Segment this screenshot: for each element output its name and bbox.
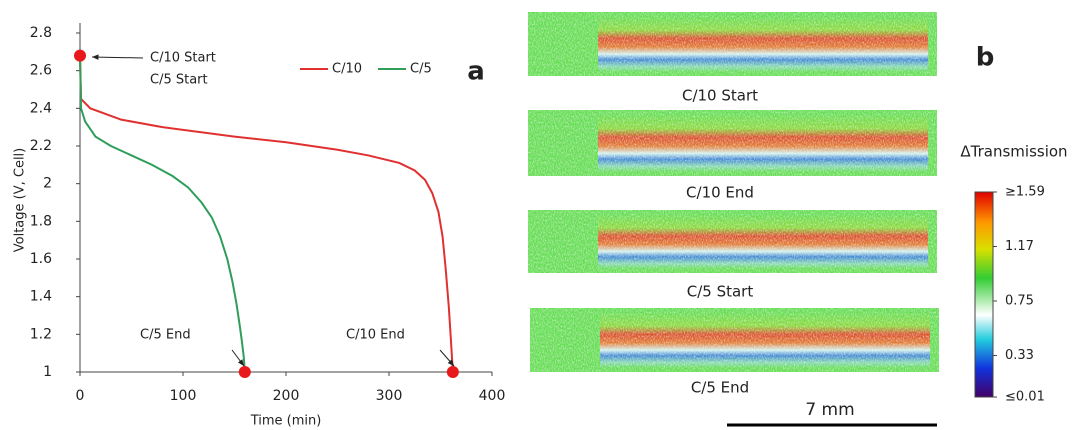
image-noise <box>528 110 937 176</box>
marker <box>238 366 251 378</box>
annotation-arrow <box>91 56 144 59</box>
x-tick-label: 100 <box>170 388 197 404</box>
y-tick-label: 1.6 <box>30 251 52 267</box>
x-tick-label: 300 <box>376 388 403 404</box>
image-noise <box>528 12 937 76</box>
line <box>79 55 454 373</box>
panel-label: b <box>976 43 995 73</box>
x-tick-label: 400 <box>479 388 506 404</box>
colorbar-tick-label: 0.75 <box>1005 293 1034 308</box>
annotation: C/5 End <box>140 328 191 343</box>
marker <box>74 49 86 62</box>
image-caption: C/10 End <box>686 184 754 202</box>
x-axis-label: Time (min) <box>250 414 322 429</box>
y-axis-label: Voltage (V, Cell) <box>13 148 28 253</box>
x-tick-label: 0 <box>76 388 85 404</box>
image-noise <box>530 308 939 372</box>
y-tick-label: 1.2 <box>30 326 52 342</box>
annotation-arrowhead <box>447 359 454 366</box>
y-tick-label: 2.2 <box>30 138 52 154</box>
colorbar-title: ΔTransmission <box>960 143 1067 161</box>
image-noise <box>528 210 937 273</box>
annotation-arrowhead <box>237 359 244 366</box>
y-tick-label: 2 <box>43 176 52 192</box>
y-tick-label: 2.6 <box>30 63 52 79</box>
scale-bar-label: 7 mm <box>805 400 854 420</box>
line <box>79 55 246 373</box>
annotation: C/10 End <box>346 328 405 343</box>
legend-label: C/5 <box>410 62 432 77</box>
x-tick-label: 200 <box>273 388 300 404</box>
annotation-arrowhead <box>92 54 99 60</box>
y-tick-label: 1.4 <box>30 289 52 305</box>
image-caption: C/5 End <box>691 379 749 397</box>
image-caption: C/5 Start <box>687 283 754 301</box>
panel-label: a <box>467 57 485 87</box>
annotation: C/5 Start <box>150 73 208 88</box>
colorbar-tick-label: ≥1.59 <box>1005 185 1045 200</box>
colorbar-tick-label: 0.33 <box>1005 348 1034 363</box>
colorbar-tick-label: 1.17 <box>1005 239 1034 254</box>
annotation: C/10 Start <box>150 51 216 66</box>
marker <box>446 366 459 378</box>
y-tick-label: 1 <box>43 364 52 380</box>
image-caption: C/10 Start <box>682 87 758 105</box>
y-tick-label: 2.8 <box>30 25 52 41</box>
legend-label: C/10 <box>332 62 362 77</box>
y-tick-label: 2.4 <box>30 100 52 116</box>
y-tick-label: 1.8 <box>30 213 52 229</box>
colorbar-tick-label: ≤0.01 <box>1005 390 1045 405</box>
colorbar <box>974 191 994 398</box>
